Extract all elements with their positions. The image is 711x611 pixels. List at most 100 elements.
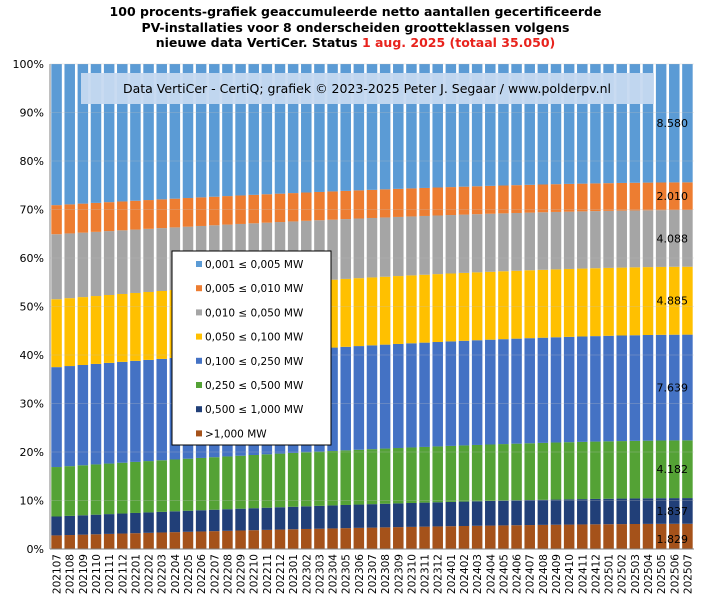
bar-segment <box>485 525 496 549</box>
bar-segment <box>77 297 89 365</box>
bar-segment <box>130 64 141 201</box>
title-line-3: nieuwe data VertiCer. Status 1 aug. 2025… <box>0 35 711 51</box>
bar-segment <box>616 182 627 211</box>
bar-segment <box>498 444 509 501</box>
bar-segment <box>103 463 115 515</box>
x-tick-label: 202210 <box>249 554 261 594</box>
bar-segment <box>406 275 417 344</box>
bar-segment <box>130 292 141 361</box>
bar-segment <box>471 64 483 187</box>
legend-swatch <box>196 261 202 267</box>
bar-segment <box>195 64 207 198</box>
bar-segment <box>143 228 154 292</box>
bar-segment <box>603 441 614 499</box>
y-tick-label: 20% <box>20 446 44 459</box>
bar-segment <box>314 220 325 281</box>
bar-segment <box>393 343 404 449</box>
bar-segment <box>563 268 575 337</box>
x-tick-label: 202310 <box>406 554 418 594</box>
bar-segment <box>642 440 654 499</box>
x-tick-label: 202204 <box>170 554 182 594</box>
bar-segment <box>655 440 667 499</box>
bar-segment <box>156 358 167 461</box>
y-tick-label: 0% <box>27 543 44 556</box>
bar-segment <box>511 443 522 501</box>
bar-segment <box>90 296 102 364</box>
bar-segment <box>353 190 365 219</box>
end-value-label: 4.885 <box>657 295 689 308</box>
bar-segment <box>524 64 535 185</box>
bar-segment <box>90 514 102 535</box>
bar-segment <box>353 64 365 191</box>
bar-segment <box>590 524 601 549</box>
bar-segment <box>445 526 457 549</box>
y-tick-label: 80% <box>20 155 44 168</box>
bar-segment <box>655 523 667 549</box>
bar-segment <box>103 295 115 363</box>
bar-segment <box>550 337 562 443</box>
y-tick-label: 90% <box>20 107 44 120</box>
bar-segment <box>432 215 443 275</box>
end-value-label: 7.639 <box>657 382 689 395</box>
bar-segment <box>498 525 509 549</box>
x-tick-label: 202504 <box>643 554 655 594</box>
bar-segment <box>379 217 391 277</box>
status-date: 1 aug. 2025 <box>361 35 446 50</box>
x-tick-label: 202312 <box>433 554 445 594</box>
bar-segment <box>353 346 365 450</box>
bar-segment <box>419 274 430 343</box>
bar-segment <box>379 527 391 549</box>
bar-segment <box>616 498 627 525</box>
bar-segment <box>77 203 89 233</box>
bar-segment <box>261 194 273 223</box>
bar-segment <box>366 217 378 278</box>
bar-segment <box>655 334 667 441</box>
bar-segment <box>629 335 641 441</box>
bar-segment <box>669 210 680 267</box>
bar-segment <box>577 524 588 549</box>
bar-segment <box>90 231 102 297</box>
bar-segment <box>64 204 75 234</box>
bar-segment <box>458 272 470 341</box>
bar-segment <box>169 459 181 512</box>
bar-segment <box>629 498 641 524</box>
bar-segment <box>327 505 338 529</box>
bar-segment <box>669 182 680 211</box>
title-line-1: 100 procents-grafiek geaccumuleerde nett… <box>109 4 602 19</box>
bar-segment <box>51 367 62 468</box>
bar-segment <box>537 337 549 443</box>
bar-segment <box>563 211 575 269</box>
bar-segment <box>209 509 220 532</box>
bar-segment <box>642 182 654 211</box>
legend-swatch <box>196 406 202 413</box>
bar-segment <box>655 498 667 524</box>
bar-segment <box>287 452 299 507</box>
bar-segment <box>590 498 601 525</box>
bar-segment <box>117 462 128 514</box>
bar-segment <box>64 466 75 516</box>
bar-segment <box>103 64 115 203</box>
bar-segment <box>314 528 325 549</box>
bar-segment <box>524 500 535 526</box>
bar-segment <box>248 530 259 549</box>
bar-segment <box>235 455 246 509</box>
bar-segment <box>64 366 75 467</box>
bar-segment <box>248 455 259 509</box>
bar-segment <box>432 526 443 549</box>
bar-segment <box>537 64 549 185</box>
bar-segment <box>393 503 404 528</box>
legend-swatch <box>196 285 202 292</box>
bar-segment <box>616 524 627 549</box>
bar-segment <box>379 344 391 449</box>
bar-segment <box>90 464 102 515</box>
chart-title: 100 procents-grafiek geaccumuleerde nett… <box>0 4 711 51</box>
bar-segment <box>169 532 181 549</box>
bar-segment <box>235 64 246 196</box>
x-tick-label: 202303 <box>314 554 326 594</box>
x-tick-label: 202506 <box>669 554 681 594</box>
bar-segment <box>366 64 378 190</box>
bar-segment <box>143 461 154 513</box>
bar-segment <box>563 64 575 184</box>
x-tick-label: 202212 <box>275 554 287 594</box>
bar-segment <box>406 502 417 527</box>
